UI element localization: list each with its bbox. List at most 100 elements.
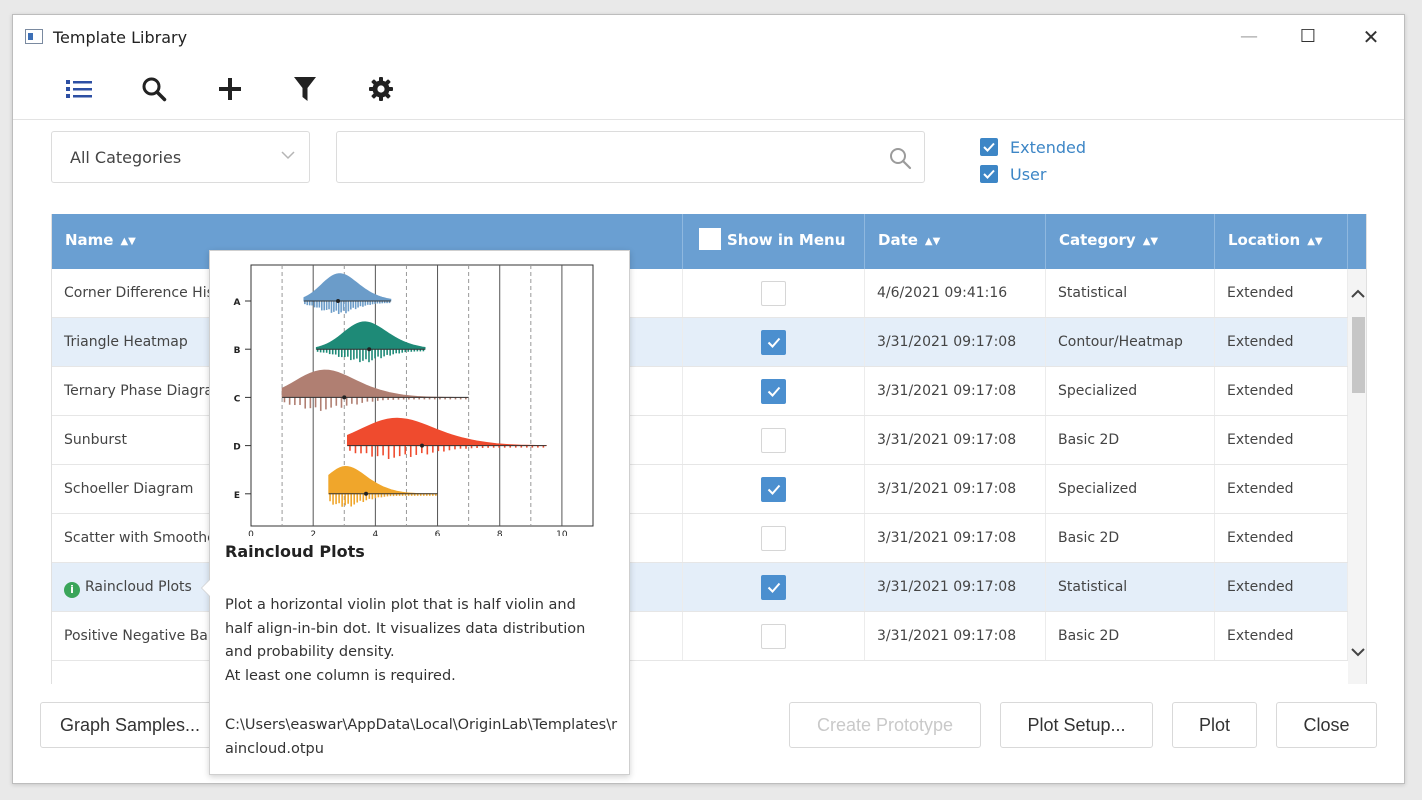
rain-dot (514, 445, 517, 448)
rain-dot (392, 397, 395, 400)
show-in-menu-checkbox[interactable] (761, 575, 786, 600)
show-in-menu-checkbox[interactable] (761, 428, 786, 453)
list-view-button[interactable] (59, 70, 99, 108)
rain-dot (487, 445, 489, 448)
cell-location: Extended (1215, 563, 1348, 611)
rain-dot (360, 445, 362, 454)
rain-dot (345, 397, 348, 406)
rain-dot (364, 301, 367, 306)
cell-location: Extended (1215, 514, 1348, 562)
rain-dot (353, 493, 356, 505)
rain-dot (341, 493, 343, 507)
filter-button[interactable] (285, 70, 325, 108)
rain-dot (376, 397, 379, 401)
rain-dot (365, 349, 367, 360)
graph-samples-button[interactable]: Graph Samples... (40, 702, 220, 748)
sort-icon: ▲▼ (1142, 236, 1159, 247)
cell-name: Triangle Heatmap (52, 318, 683, 366)
rain-dot (344, 349, 346, 358)
scroll-up-icon[interactable] (1351, 289, 1365, 299)
rain-dot (395, 493, 398, 496)
plot-setup-button[interactable]: Plot Setup... (1000, 702, 1153, 748)
rain-dot (309, 397, 312, 409)
scroll-down-icon[interactable] (1351, 647, 1365, 657)
gear-icon (369, 77, 393, 101)
scrollbar-thumb[interactable] (1352, 317, 1365, 393)
rain-dot (383, 301, 386, 304)
cell-category: Specialized (1046, 367, 1215, 415)
violin-half (346, 417, 547, 446)
mean-point (420, 443, 424, 448)
rain-dot (306, 301, 309, 306)
settings-button[interactable] (361, 70, 401, 108)
mean-point (367, 347, 372, 352)
tooltip-description: Plot a horizontal violin plot that is ha… (225, 594, 620, 688)
rain-dot (347, 301, 350, 312)
rain-dot (333, 301, 335, 312)
select-all-checkbox[interactable] (699, 228, 721, 250)
user-checkbox[interactable]: User (980, 163, 1046, 185)
rain-dot (316, 301, 318, 308)
rain-dot (415, 445, 418, 455)
show-in-menu-checkbox[interactable] (761, 526, 786, 551)
rain-dot (421, 445, 423, 454)
rain-dot (409, 445, 412, 457)
rain-dot (371, 301, 374, 305)
rain-dot (362, 493, 365, 503)
rain-dot (335, 301, 338, 311)
show-in-menu-checkbox[interactable] (761, 477, 786, 502)
cell-date: 3/31/2021 09:17:08 (865, 416, 1046, 464)
rain-dot (383, 349, 385, 357)
rain-dot (335, 493, 337, 505)
rain-dot (449, 397, 452, 400)
show-in-menu-checkbox[interactable] (761, 281, 786, 306)
search-button[interactable] (134, 70, 174, 108)
cell-date: 3/31/2021 09:17:08 (865, 465, 1046, 513)
cell-location: Extended (1215, 318, 1348, 366)
add-template-button[interactable] (210, 70, 250, 108)
rain-dot (359, 301, 362, 307)
rain-dot (325, 349, 328, 353)
category-dropdown[interactable]: All Categories (51, 131, 310, 183)
close-button[interactable]: Close (1276, 702, 1377, 748)
column-header-name[interactable]: Name ▲▼ (52, 214, 683, 269)
maximize-button[interactable]: ☐ (1299, 26, 1317, 47)
show-in-menu-checkbox[interactable] (761, 379, 786, 404)
rain-dot (422, 349, 425, 352)
create-prototype-button[interactable]: Create Prototype (789, 702, 981, 748)
template-library-window: Template Library — ☐ ✕ (12, 14, 1405, 784)
rain-dot (380, 493, 383, 498)
rain-dot (366, 301, 369, 305)
rain-dot (386, 301, 388, 304)
rain-dot (386, 493, 389, 497)
extended-checkbox[interactable]: Extended (980, 136, 1086, 158)
cell-show-in-menu (683, 465, 865, 513)
rain-dot (340, 301, 342, 313)
minimize-button[interactable]: — (1240, 26, 1258, 47)
rain-dot (382, 397, 384, 401)
rain-dot (388, 301, 391, 304)
column-header-location[interactable]: Location ▲▼ (1215, 214, 1348, 269)
close-window-button[interactable]: ✕ (1362, 25, 1380, 49)
column-header-date[interactable]: Date ▲▼ (865, 214, 1046, 269)
show-in-menu-checkbox[interactable] (761, 330, 786, 355)
rain-dot (356, 349, 358, 359)
vertical-scrollbar[interactable] (1348, 269, 1366, 684)
rain-dot (350, 493, 352, 507)
x-tick-label: 4 (372, 530, 378, 536)
column-header-category[interactable]: Category ▲▼ (1046, 214, 1215, 269)
plot-button[interactable]: Plot (1172, 702, 1257, 748)
search-input[interactable] (351, 146, 871, 170)
rain-dot (419, 349, 422, 352)
cell-category: Basic 2D (1046, 416, 1215, 464)
show-in-menu-checkbox[interactable] (761, 624, 786, 649)
info-icon[interactable]: i (64, 582, 80, 598)
column-header-show-in-menu[interactable]: Show in Menu (683, 214, 865, 269)
rain-dot (410, 493, 413, 496)
x-tick-label: 10 (556, 530, 568, 536)
rain-dot (465, 397, 467, 400)
rain-dot (362, 349, 364, 361)
rain-dot (323, 301, 326, 311)
rain-dot (374, 493, 377, 499)
search-field[interactable] (336, 131, 925, 183)
